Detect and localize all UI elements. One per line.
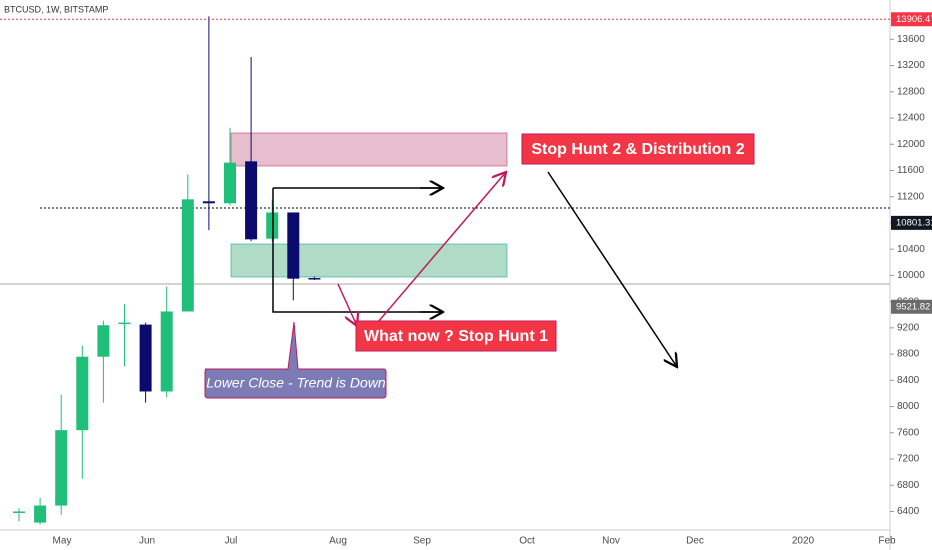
- y-tick-label: 7600: [897, 427, 920, 438]
- x-tick-label: Oct: [519, 536, 535, 547]
- y-tick-label: 8000: [897, 401, 920, 412]
- y-tick-label: 11200: [897, 191, 925, 202]
- price-label-box: [891, 299, 932, 314]
- candle-body: [160, 311, 173, 392]
- x-tick-label: May: [53, 536, 72, 547]
- x-tick-label: Jul: [225, 536, 238, 547]
- x-tick-label: Nov: [602, 536, 620, 547]
- candle-body: [34, 505, 47, 523]
- y-tick-label: 13600: [897, 34, 925, 45]
- arrow: [377, 172, 506, 323]
- y-tick-label: 6800: [897, 480, 920, 491]
- candle-body: [224, 162, 236, 204]
- price-axis: 6400680072007600800084008800920096001000…: [890, 34, 925, 517]
- annotation-box: [355, 320, 557, 352]
- candles: [13, 16, 321, 525]
- y-tick-label: 11600: [897, 165, 925, 176]
- annotation-box: [521, 133, 755, 165]
- price-label: 9521.82: [896, 301, 930, 312]
- candle-body: [97, 325, 110, 357]
- y-tick-label: 9200: [897, 323, 920, 334]
- y-tick-label: 10000: [897, 270, 925, 281]
- candle-body: [118, 322, 131, 325]
- y-tick-label: 10400: [897, 244, 925, 255]
- y-tick-label: 6400: [897, 506, 920, 517]
- supply-zone: [230, 132, 508, 167]
- callout-box: [204, 321, 387, 399]
- price-label-box: [891, 215, 932, 230]
- candle-body: [55, 430, 68, 506]
- candle-body: [266, 212, 279, 239]
- annotation: What now ? Stop Hunt 1: [364, 328, 548, 345]
- y-tick-label: 8800: [897, 349, 920, 360]
- x-tick-label: Aug: [329, 536, 347, 547]
- candle-body: [245, 161, 258, 240]
- price-label: 10801.31: [896, 217, 932, 228]
- y-tick-label: 7200: [897, 454, 920, 465]
- y-tick-label: 8400: [897, 375, 920, 386]
- candle-body: [287, 212, 300, 279]
- price-label-box: [891, 12, 932, 27]
- symbol: BTCUSD, 1W, BITSTAMP: [4, 4, 108, 14]
- candle-body: [308, 278, 321, 280]
- candle-body: [76, 356, 89, 431]
- candle-body: [202, 201, 215, 204]
- y-tick-label: 12800: [897, 86, 925, 97]
- arrow: [547, 171, 677, 367]
- x-tick-label: 2020: [792, 536, 815, 547]
- candle-body: [181, 199, 194, 312]
- annotation: Stop Hunt 2 & Distribution 2: [531, 141, 744, 158]
- demand-zone: [230, 243, 508, 278]
- candle-body: [139, 324, 152, 392]
- price-label: 13906.47: [896, 14, 932, 25]
- x-tick-label: Feb: [878, 536, 896, 547]
- annotation: Lower Close - Trend is Down: [206, 375, 386, 391]
- y-tick-label: 12000: [897, 139, 925, 150]
- candle-body: [13, 511, 25, 513]
- x-tick-label: Sep: [413, 536, 431, 547]
- x-tick-label: Jun: [139, 536, 155, 547]
- y-tick-label: 12400: [897, 113, 925, 124]
- y-tick-label: 13200: [897, 60, 925, 71]
- x-tick-label: Dec: [686, 536, 704, 547]
- arrow: [337, 283, 357, 326]
